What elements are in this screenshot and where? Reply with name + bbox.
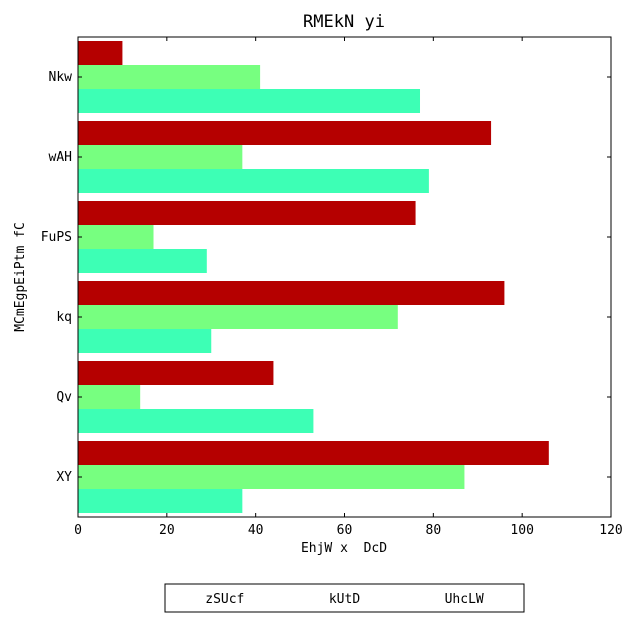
y-tick-label: XY: [56, 470, 72, 485]
legend-label-kUtD: kUtD: [329, 592, 360, 607]
legend: zSUcf kUtD UhcLW: [164, 583, 525, 613]
x-tick-label: 40: [248, 523, 264, 538]
bar-XY-zSUcf: [78, 441, 549, 465]
bar-FuPS-UhcLW: [78, 249, 207, 273]
bar-FuPS-zSUcf: [78, 201, 416, 225]
y-tick-label: kq: [56, 310, 72, 325]
bar-Qv-zSUcf: [78, 361, 274, 385]
x-tick-label: 20: [159, 523, 175, 538]
y-tick-label: Qv: [56, 390, 72, 405]
x-tick-label: 80: [426, 523, 442, 538]
bar-kq-UhcLW: [78, 329, 212, 353]
bar-kq-zSUcf: [78, 281, 505, 305]
bar-kq-kUtD: [78, 305, 398, 329]
y-axis-label: MCmEgpEiPtm fC: [13, 222, 28, 332]
x-axis-label: EhjW x DcD: [301, 541, 387, 556]
y-tick-label: FuPS: [41, 230, 72, 245]
legend-label-zSUcf: zSUcf: [205, 592, 244, 607]
bar-Qv-UhcLW: [78, 409, 314, 433]
y-axis-ticks: Nkw wAH FuPS kq Qv XY: [41, 70, 611, 485]
x-tick-label: 120: [599, 523, 622, 538]
bar-wAH-zSUcf: [78, 121, 492, 145]
legend-box: [164, 583, 525, 613]
x-tick-label: 60: [337, 523, 353, 538]
bar-Qv-kUtD: [78, 385, 141, 409]
bar-Nkw-kUtD: [78, 65, 261, 89]
legend-label-UhcLW: UhcLW: [445, 592, 484, 607]
y-tick-label: wAH: [49, 150, 72, 165]
bar-wAH-UhcLW: [78, 169, 429, 193]
x-axis-ticks: 0 20 40 60 80 100 120: [74, 37, 623, 538]
bar-Nkw-UhcLW: [78, 89, 421, 113]
bar-Nkw-zSUcf: [78, 41, 123, 65]
x-tick-label: 100: [510, 523, 533, 538]
bars-group: [78, 41, 549, 513]
bar-FuPS-kUtD: [78, 225, 154, 249]
bar-wAH-kUtD: [78, 145, 243, 169]
y-tick-label: Nkw: [49, 70, 73, 85]
bar-XY-UhcLW: [78, 489, 243, 513]
bar-XY-kUtD: [78, 465, 465, 489]
x-tick-label: 0: [74, 523, 82, 538]
chart-title: RMEkN yi: [303, 12, 385, 32]
